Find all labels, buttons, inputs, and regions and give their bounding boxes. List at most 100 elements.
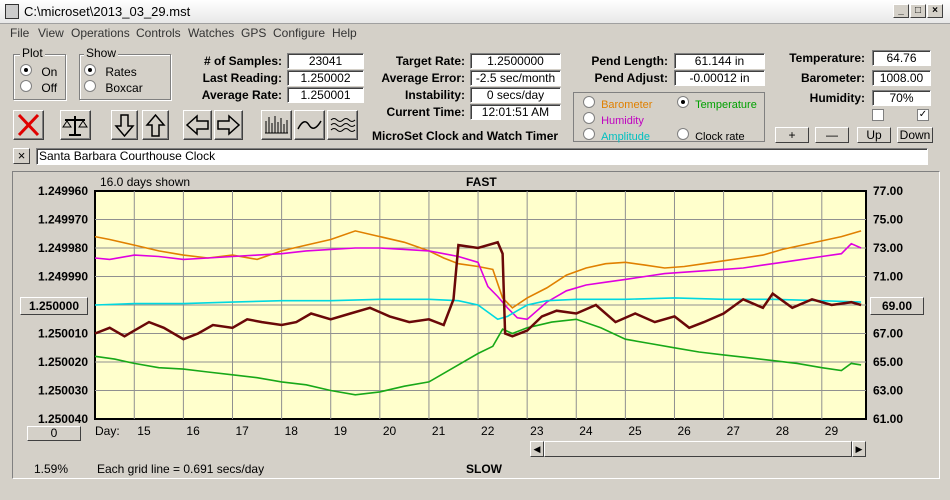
show-rates-option[interactable]: Rates — [84, 64, 137, 79]
show-boxcar-option[interactable]: Boxcar — [84, 80, 143, 95]
right-tick-label: 61.00 — [873, 412, 903, 426]
show-rates-radio[interactable] — [84, 64, 96, 76]
menu-watches[interactable]: Watches — [188, 26, 235, 40]
sensor-humidity-option[interactable]: Humidity — [583, 112, 644, 127]
average-rate-field: 1.250001 — [287, 87, 364, 103]
plot-off-label: Off — [41, 81, 58, 95]
sensor-temperature-label: Temperature — [695, 99, 757, 111]
menu-view[interactable]: View — [38, 26, 64, 40]
humidity-label: Humidity: — [809, 91, 865, 105]
percent-label: 1.59% — [34, 462, 69, 476]
right-tick-label: 75.00 — [873, 213, 903, 227]
menu-operations[interactable]: Operations — [71, 26, 130, 40]
plot-on-radio[interactable] — [20, 64, 32, 76]
bars-icon — [265, 116, 288, 134]
right-tick-label: 63.00 — [873, 384, 903, 398]
clock-name-field[interactable]: Santa Barbara Courthouse Clock — [36, 148, 928, 165]
x-tick-label: 25 — [628, 424, 642, 438]
minimize-button[interactable]: _ — [893, 4, 909, 18]
pend-length-field[interactable]: 61.144 in — [674, 53, 765, 69]
x-tick-label: 18 — [285, 424, 299, 438]
down-arrow-button[interactable] — [111, 110, 138, 140]
right-tick-label: 73.00 — [873, 241, 903, 255]
sensor-clockrate-radio[interactable] — [677, 128, 689, 140]
balance-button[interactable] — [60, 110, 91, 140]
wave-button[interactable] — [294, 110, 325, 140]
left-tick-label: 1.250010 — [38, 327, 88, 341]
x-tick-label: 21 — [432, 424, 446, 438]
stop-button[interactable] — [13, 110, 44, 140]
maximize-button[interactable]: □ — [910, 4, 926, 18]
sensor-temperature-radio[interactable] — [677, 96, 689, 108]
instability-field: 0 secs/day — [470, 87, 561, 103]
x-tick-label: 27 — [727, 424, 741, 438]
center-temp-button[interactable]: 69.00 — [870, 297, 924, 315]
scroll-left-button[interactable]: ◀ — [530, 441, 544, 457]
show-boxcar-radio[interactable] — [84, 80, 96, 92]
chart-frame — [12, 171, 940, 479]
arrow-up-icon — [145, 113, 166, 137]
left-tick-label: 1.249980 — [38, 241, 88, 255]
pend-adjust-label: Pend Adjust: — [594, 71, 668, 85]
scroll-right-button[interactable]: ▶ — [852, 441, 866, 457]
target-rate-label: Target Rate: — [395, 54, 465, 68]
center-rate-button[interactable]: 1.250000 — [20, 297, 88, 315]
menu-help[interactable]: Help — [332, 26, 357, 40]
current-time-label: Current Time: — [386, 105, 465, 119]
offset-button[interactable]: 0 — [27, 426, 81, 441]
current-time-field: 12:01:51 AM — [470, 104, 561, 120]
target-rate-field[interactable]: 1.2500000 — [470, 53, 561, 69]
temperature-field: 64.76 — [872, 50, 931, 66]
sensor-barometer-radio[interactable] — [583, 96, 595, 108]
multi-wave-button[interactable] — [327, 110, 358, 140]
plot-off-option[interactable]: Off — [20, 80, 57, 95]
sensor-clockrate-option[interactable]: Clock rate — [677, 128, 745, 143]
x-tick-label: 17 — [236, 424, 250, 438]
right-tick-label: 71.00 — [873, 270, 903, 284]
bars-button[interactable] — [261, 110, 292, 140]
plot-on-label: On — [41, 65, 58, 79]
sensor-amplitude-option[interactable]: Amplitude — [583, 128, 650, 143]
menu-controls[interactable]: Controls — [136, 26, 181, 40]
up-arrow-button[interactable] — [142, 110, 169, 140]
left-arrow-button[interactable] — [183, 110, 212, 140]
series-line — [94, 242, 862, 321]
series-line — [94, 318, 862, 396]
menu-configure[interactable]: Configure — [273, 26, 326, 40]
x-tick-label: 24 — [579, 424, 593, 438]
pend-adjust-field: -0.00012 in — [674, 70, 765, 86]
decrease-button[interactable]: — — [815, 127, 849, 143]
last-reading-field: 1.250002 — [287, 70, 364, 86]
clear-name-button[interactable]: × — [13, 148, 30, 164]
sensor-barometer-option[interactable]: Barometer — [583, 96, 652, 111]
last-reading-label: Last Reading: — [202, 71, 282, 85]
plot-on-option[interactable]: On — [20, 64, 57, 79]
sensor-temperature-option[interactable]: Temperature — [677, 96, 757, 111]
x-tick-label: 19 — [334, 424, 348, 438]
x-axis-label: Day: — [95, 424, 120, 438]
sensor-humidity-radio[interactable] — [583, 112, 595, 124]
sensor-amplitude-radio[interactable] — [583, 128, 595, 140]
menu-gps[interactable]: GPS — [241, 26, 267, 40]
arrow-left-icon — [185, 114, 209, 136]
up-button[interactable]: Up — [857, 127, 891, 143]
scroll-thumb[interactable] — [544, 441, 852, 457]
option-checkbox-1[interactable] — [872, 109, 884, 121]
menu-file[interactable]: File — [10, 26, 30, 40]
increase-button[interactable]: + — [775, 127, 809, 143]
left-tick-label: 1.250030 — [38, 384, 88, 398]
average-rate-label: Average Rate: — [201, 88, 282, 102]
x-tick-label: 20 — [383, 424, 397, 438]
x-tick-label: 22 — [481, 424, 495, 438]
close-x-icon — [17, 113, 40, 137]
right-arrow-button[interactable] — [214, 110, 243, 140]
close-window-button[interactable]: × — [927, 4, 943, 18]
option-checkbox-2[interactable]: ✓ — [917, 109, 929, 121]
sensor-select-box — [573, 92, 765, 142]
left-tick-label: 1.250020 — [38, 355, 88, 369]
right-tick-label: 65.00 — [873, 355, 903, 369]
left-tick-label: 1.249970 — [38, 213, 88, 227]
plot-off-radio[interactable] — [20, 80, 32, 92]
down-button[interactable]: Down — [897, 127, 933, 143]
